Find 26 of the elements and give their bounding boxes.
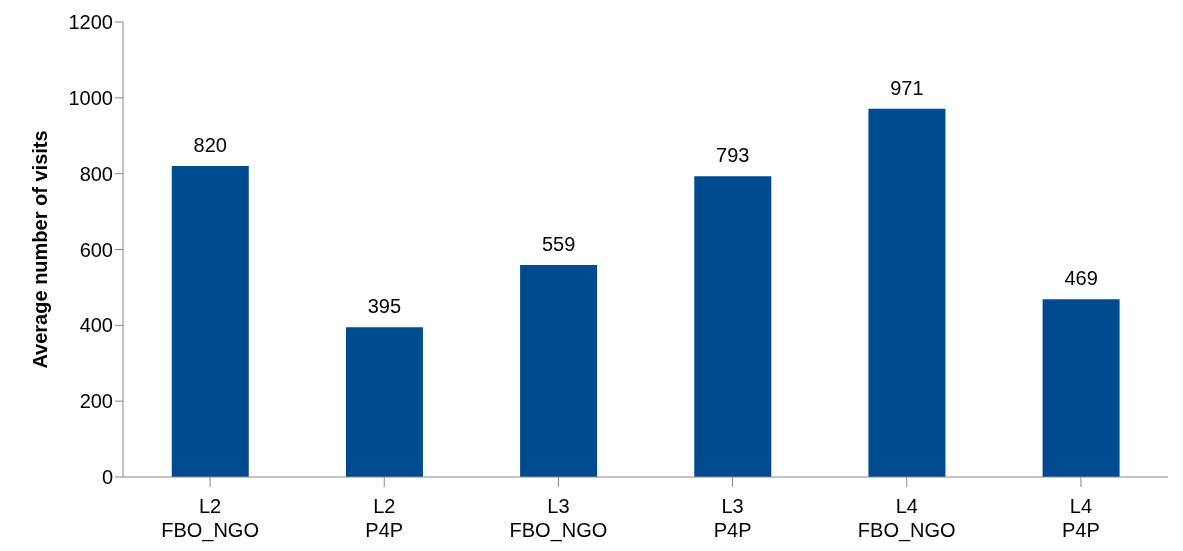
data-label: 469: [1064, 267, 1098, 290]
bar: [1042, 299, 1120, 477]
bar: [694, 176, 772, 477]
x-tick-label: L2 P4P: [365, 495, 404, 541]
x-tick-label: L4 P4P: [1062, 495, 1100, 541]
data-label: 971: [890, 76, 924, 99]
y-tick-label: 1000: [68, 86, 113, 109]
y-tick-label: 400: [79, 314, 113, 337]
x-tick-label: L2 FBO_NGO: [161, 495, 259, 542]
data-label: 793: [716, 144, 750, 167]
y-tick-label: 800: [79, 162, 113, 185]
x-tick-label: L3 FBO_NGO: [509, 495, 608, 542]
y-tick-label: 1200: [68, 11, 113, 34]
bar: [171, 166, 249, 477]
data-label: 559: [541, 233, 576, 256]
y-tick-label: 0: [101, 466, 113, 489]
bar: [345, 327, 423, 477]
bar: [520, 265, 598, 477]
y-tick-label: 200: [79, 390, 113, 413]
y-axis-title: Average number of visits: [29, 130, 52, 369]
y-tick-label: 600: [79, 238, 113, 261]
x-tick-label: L4 FBO_NGO: [857, 495, 956, 542]
bar: [868, 108, 946, 477]
data-label: 395: [367, 295, 402, 318]
x-tick-label: L3 P4P: [713, 495, 752, 541]
data-label: 820: [193, 134, 227, 157]
